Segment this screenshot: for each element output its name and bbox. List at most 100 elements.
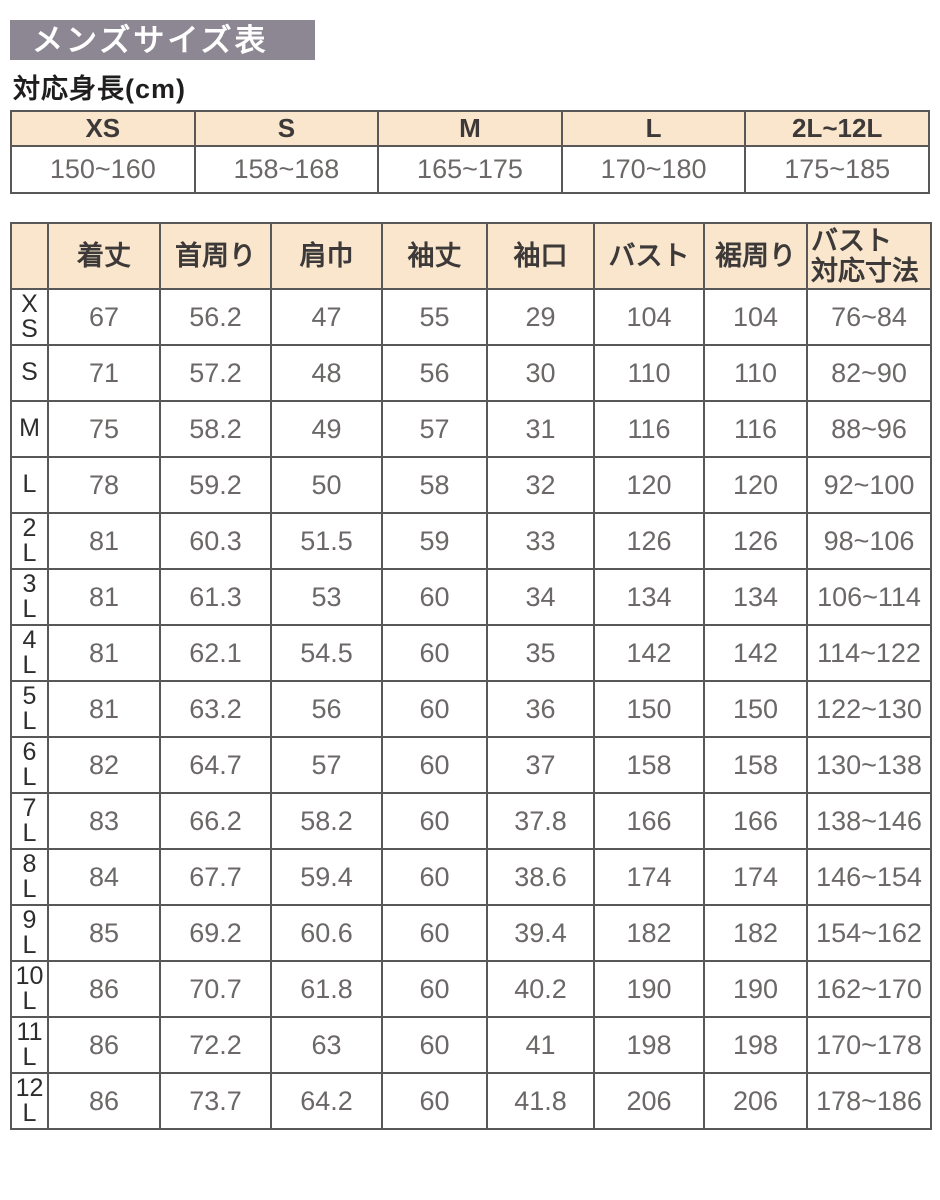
measurement-value: 37.8 — [486, 792, 595, 850]
measurement-value: 198 — [593, 1016, 705, 1074]
measurement-value: 38.6 — [486, 848, 595, 906]
measurement-value: 182 — [593, 904, 705, 962]
measurement-value: 170~178 — [806, 1016, 932, 1074]
height-col-header: S — [193, 110, 380, 147]
size-row-9L: 9 L 85 69.2 60.6 60 39.4 182 182 154~162 — [10, 904, 932, 962]
size-label: 8 L — [10, 848, 49, 906]
height-table-header-row: XS S M L 2L~12L — [10, 110, 930, 147]
measurement-value: 162~170 — [806, 960, 932, 1018]
measurement-value: 98~106 — [806, 512, 932, 570]
size-row-12L: 12 L 86 73.7 64.2 60 41.8 206 206 178~186 — [10, 1072, 932, 1130]
measurement-value: 75 — [47, 400, 161, 458]
measurement-value: 60 — [381, 680, 488, 738]
measurement-value: 63.2 — [159, 680, 272, 738]
size-label: 4 L — [10, 624, 49, 682]
size-row-11L: 11 L 86 72.2 63 60 41 198 198 170~178 — [10, 1016, 932, 1074]
size-table-header-row: 着丈 首周り 肩巾 袖丈 袖口 バスト 裾周り バスト 対応寸法 — [10, 222, 932, 290]
measurement-value: 120 — [703, 456, 808, 514]
size-label: 10 L — [10, 960, 49, 1018]
measurement-value: 182 — [703, 904, 808, 962]
size-table-body: X S 67 56.2 47 55 29 104 104 76~84 S 71 57.2 48 56 30 1… — [10, 288, 932, 1130]
measurement-value: 53 — [270, 568, 383, 626]
measurement-value: 166 — [593, 792, 705, 850]
measurement-value: 54.5 — [270, 624, 383, 682]
measurement-value: 70.7 — [159, 960, 272, 1018]
measurement-value: 60 — [381, 1016, 488, 1074]
page-title: メンズサイズ表 — [32, 23, 269, 58]
measurement-value: 57.2 — [159, 344, 272, 402]
measurement-value: 174 — [593, 848, 705, 906]
measurement-value: 116 — [593, 400, 705, 458]
measurement-value: 41.8 — [486, 1072, 595, 1130]
measurement-value: 116 — [703, 400, 808, 458]
measurement-value: 150 — [703, 680, 808, 738]
measurement-value: 88~96 — [806, 400, 932, 458]
measurement-value: 64.7 — [159, 736, 272, 794]
measurement-value: 67.7 — [159, 848, 272, 906]
measurement-value: 126 — [593, 512, 705, 570]
measurement-col-header: 袖丈 — [381, 222, 488, 290]
measurement-value: 36 — [486, 680, 595, 738]
measurement-value: 59 — [381, 512, 488, 570]
measurement-value: 39.4 — [486, 904, 595, 962]
measurement-value: 81 — [47, 512, 161, 570]
measurement-value: 104 — [593, 288, 705, 346]
measurement-value: 83 — [47, 792, 161, 850]
height-col-header: 2L~12L — [744, 110, 930, 147]
measurement-value: 60 — [381, 736, 488, 794]
size-label: 2 L — [10, 512, 49, 570]
measurement-value: 126 — [703, 512, 808, 570]
size-label: S — [10, 344, 49, 402]
measurement-value: 62.1 — [159, 624, 272, 682]
size-row-5L: 5 L 81 63.2 56 60 36 150 150 122~130 — [10, 680, 932, 738]
measurement-value: 32 — [486, 456, 595, 514]
size-row-6L: 6 L 82 64.7 57 60 37 158 158 130~138 — [10, 736, 932, 794]
measurement-value: 71 — [47, 344, 161, 402]
measurement-value: 190 — [703, 960, 808, 1018]
measurement-value: 134 — [593, 568, 705, 626]
measurement-value: 190 — [593, 960, 705, 1018]
size-label: 7 L — [10, 792, 49, 850]
measurement-value: 138~146 — [806, 792, 932, 850]
size-row-S: S 71 57.2 48 56 30 110 110 82~90 — [10, 344, 932, 402]
measurement-value: 104 — [703, 288, 808, 346]
measurement-value: 81 — [47, 624, 161, 682]
measurement-value: 134 — [703, 568, 808, 626]
size-label: 11 L — [10, 1016, 49, 1074]
measurement-value: 158 — [593, 736, 705, 794]
measurement-value: 60.6 — [270, 904, 383, 962]
size-label: 3 L — [10, 568, 49, 626]
measurement-value: 60 — [381, 960, 488, 1018]
size-row-8L: 8 L 84 67.7 59.4 60 38.6 174 174 146~154 — [10, 848, 932, 906]
size-label: 9 L — [10, 904, 49, 962]
measurement-value: 120 — [593, 456, 705, 514]
measurement-value: 60 — [381, 568, 488, 626]
measurement-value: 92~100 — [806, 456, 932, 514]
measurement-value: 198 — [703, 1016, 808, 1074]
measurement-value: 55 — [381, 288, 488, 346]
size-row-M: M 75 58.2 49 57 31 116 116 88~96 — [10, 400, 932, 458]
page-title-bar: メンズサイズ表 — [10, 20, 315, 60]
size-label: X S — [10, 288, 49, 346]
measurement-value: 76~84 — [806, 288, 932, 346]
size-row-4L: 4 L 81 62.1 54.5 60 35 142 142 114~122 — [10, 624, 932, 682]
measurement-value: 206 — [703, 1072, 808, 1130]
measurement-col-header: 首周り — [159, 222, 272, 290]
measurement-value: 146~154 — [806, 848, 932, 906]
size-row-2L: 2 L 81 60.3 51.5 59 33 126 126 98~106 — [10, 512, 932, 570]
measurement-value: 58.2 — [270, 792, 383, 850]
measurement-value: 64.2 — [270, 1072, 383, 1130]
height-range-table: XS S M L 2L~12L 150~160 158~168 165~175 170~180… — [10, 110, 930, 194]
measurement-value: 57 — [270, 736, 383, 794]
size-label: 5 L — [10, 680, 49, 738]
measurement-value: 49 — [270, 400, 383, 458]
measurement-value: 72.2 — [159, 1016, 272, 1074]
measurement-value: 110 — [593, 344, 705, 402]
measurement-value: 51.5 — [270, 512, 383, 570]
measurement-value: 33 — [486, 512, 595, 570]
measurement-value: 34 — [486, 568, 595, 626]
size-row-L: L 78 59.2 50 58 32 120 120 92~100 — [10, 456, 932, 514]
measurement-value: 59.2 — [159, 456, 272, 514]
measurement-value: 142 — [593, 624, 705, 682]
measurement-value: 84 — [47, 848, 161, 906]
